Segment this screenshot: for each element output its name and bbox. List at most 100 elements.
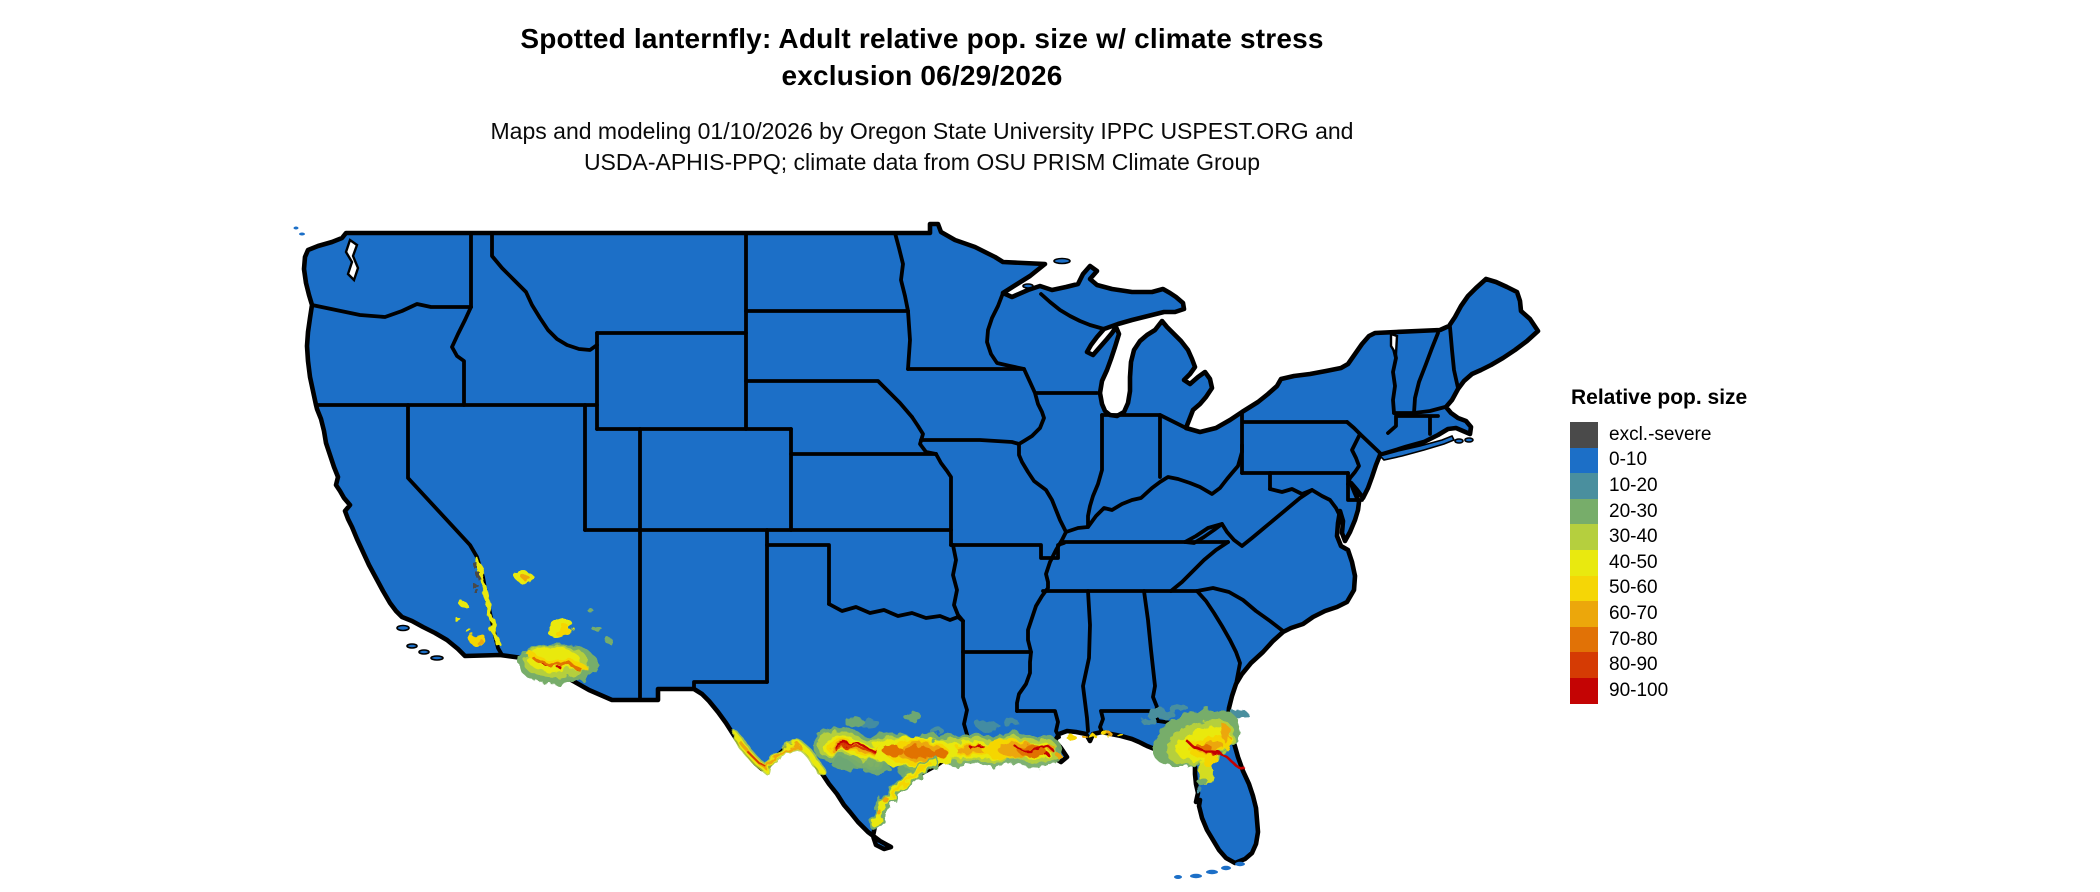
- legend-item: 90-100: [1570, 677, 1870, 704]
- border-id-mt: [490, 231, 599, 352]
- hotspot-tx-coast: [869, 756, 940, 830]
- legend-swatch: [1570, 473, 1598, 499]
- legend-items: excl.-severe 0-10 10-20 20-30 30-40 40-50 50-6…: [1570, 422, 1870, 704]
- border-ky-va: [1183, 522, 1224, 544]
- florida-keys: [1174, 861, 1245, 879]
- border-tn-nc: [1169, 540, 1230, 593]
- legend-item-label: 50-60: [1609, 577, 1658, 599]
- legend: Relative pop. size excl.-severe 0-10 10-20…: [1570, 386, 1870, 704]
- border-ok-panhandle: [765, 543, 831, 606]
- legend-swatch: [1570, 498, 1598, 525]
- legend-item-label: 60-70: [1609, 602, 1658, 624]
- legend-item: 50-60: [1570, 575, 1870, 602]
- hotspot-padre-dot: [876, 809, 882, 815]
- channel-island: [418, 649, 430, 655]
- border-tx-nm-south: [692, 680, 769, 691]
- border-ms-al: [1081, 589, 1092, 733]
- legend-item-label: 20-30: [1609, 500, 1658, 522]
- hotspot-rio-grande: [731, 731, 827, 777]
- heat-layer: [455, 557, 1248, 830]
- hotspot-colorado-river: [455, 557, 501, 647]
- legend-swatch: [1570, 626, 1598, 653]
- border-ga-sc: [1195, 589, 1242, 686]
- border-ok-ar: [951, 543, 965, 623]
- map-subtitle: Maps and modeling 01/10/2026 by Oregon S…: [0, 116, 1844, 178]
- border-wv-va: [1183, 488, 1314, 548]
- map-subtitle-line2: USDA-APHIS-PPQ; climate data from OSU PR…: [583, 149, 1261, 175]
- legend-item-label: 40-50: [1609, 551, 1658, 573]
- lake-champlain: [1389, 332, 1399, 358]
- border-de-md: [1346, 471, 1364, 502]
- isle-royale: [1053, 257, 1071, 265]
- hotspot-florida-thread: [1186, 740, 1248, 772]
- border-or-id: [450, 305, 473, 407]
- map-title-line1: Spotted lanternfly: Adult relative pop. …: [520, 23, 1324, 54]
- channel-island: [396, 624, 410, 632]
- legend-item-label: excl.-severe: [1609, 423, 1712, 445]
- border-sd-mn: [906, 309, 912, 371]
- legend-item-label: 80-90: [1609, 654, 1658, 676]
- legend-swatch: [1570, 652, 1598, 678]
- border-al-fl: [1098, 709, 1158, 734]
- legend-item-label: 10-20: [1609, 474, 1658, 496]
- legend-title: Relative pop. size: [1571, 386, 1748, 409]
- us-outline: [301, 221, 1541, 866]
- border-la-ms: [1015, 709, 1061, 739]
- marthas-vineyard: [1454, 438, 1464, 444]
- channel-island: [430, 655, 444, 661]
- channel-island: [406, 643, 418, 649]
- legend-item: 60-70: [1570, 601, 1870, 627]
- legend-swatch: [1570, 447, 1598, 474]
- legend-item-label: 90-100: [1609, 679, 1669, 701]
- legend-item-label: 0-10: [1609, 449, 1648, 471]
- state-borders: [310, 231, 1460, 750]
- map-subtitle-line1: Maps and modeling 01/10/2026 by Oregon S…: [490, 118, 1354, 144]
- legend-item: 30-40: [1570, 524, 1870, 550]
- map-title-line2: exclusion 06/29/2026: [781, 60, 1063, 91]
- border-ma-ct-ri: [1386, 414, 1440, 436]
- hotspot-louisiana-thread: [1014, 745, 1056, 753]
- puget-sound: [344, 238, 360, 283]
- legend-swatch: [1570, 575, 1598, 602]
- legend-item: 80-90: [1570, 652, 1870, 678]
- border-potomac: [1268, 487, 1344, 526]
- border-mississippi-river: [985, 291, 1068, 713]
- border-nh-ma: [1412, 405, 1447, 415]
- border-wa-or: [310, 302, 473, 319]
- border-ohio-river: [1064, 443, 1244, 534]
- hotspot-corpus-dot: [883, 797, 889, 803]
- border-nh-me: [1448, 325, 1460, 390]
- hotspot-arizona-arcs: [527, 651, 587, 671]
- legend-item: 20-30: [1570, 498, 1870, 525]
- legend-item: excl.-severe: [1570, 422, 1870, 448]
- legend-item-label: 30-40: [1609, 526, 1658, 548]
- border-mo-west: [934, 452, 953, 547]
- border-sd-ne: [744, 379, 914, 419]
- border-delaware-river: [1345, 420, 1362, 486]
- border-red-river: [827, 602, 965, 623]
- legend-swatch: [1570, 524, 1598, 550]
- border-wi-mi: [1039, 292, 1106, 331]
- legend-item: 40-50: [1570, 549, 1870, 576]
- legend-swatch: [1570, 422, 1598, 448]
- legend-swatch: [1570, 677, 1598, 704]
- nantucket: [1464, 437, 1474, 443]
- legend-swatch: [1570, 601, 1598, 627]
- border-nd-mn: [893, 231, 910, 313]
- legend-item: 10-20: [1570, 473, 1870, 499]
- legend-item: 70-80: [1570, 626, 1870, 653]
- border-ny-nj: [1358, 432, 1382, 455]
- excl-severe-specks: [472, 562, 481, 595]
- legend-item: 0-10: [1570, 447, 1870, 474]
- long-island: [1378, 434, 1456, 461]
- border-il-in: [1086, 413, 1104, 529]
- legend-item-label: 70-80: [1609, 628, 1658, 650]
- apostle-islands: [1022, 283, 1034, 289]
- map-title: Spotted lanternfly: Adult relative pop. …: [0, 20, 1844, 94]
- border-ia-mo: [919, 438, 1021, 446]
- border-nc-sc: [1195, 586, 1285, 633]
- islands: [293, 226, 1474, 879]
- water-details: [344, 238, 1399, 358]
